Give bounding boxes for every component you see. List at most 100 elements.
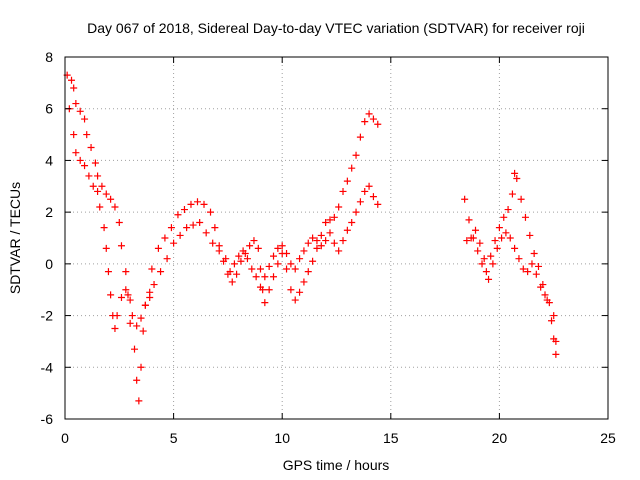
data-point [189, 221, 197, 229]
y-tick-label: 6 [45, 101, 53, 117]
data-point [511, 169, 519, 177]
data-point [176, 231, 184, 239]
data-point [511, 244, 519, 252]
data-point [256, 283, 264, 291]
data-point [126, 319, 134, 327]
data-point [126, 296, 134, 304]
data-point [85, 172, 93, 180]
plot-frame [64, 56, 609, 420]
chart-title: Day 067 of 2018, Sidereal Day-to-day VTE… [87, 20, 585, 36]
data-point [508, 190, 516, 198]
data-point [480, 255, 488, 263]
data-point [161, 234, 169, 242]
data-point [254, 244, 262, 252]
data-point [94, 187, 102, 195]
data-point [76, 156, 84, 164]
x-tick-label: 15 [383, 430, 399, 446]
data-point [521, 213, 529, 221]
data-point [207, 208, 215, 216]
data-point [72, 149, 80, 157]
data-point [122, 286, 130, 294]
y-axis-label: SDTVAR / TECUs [7, 182, 23, 294]
data-point [369, 193, 377, 201]
x-tick-label: 20 [492, 430, 508, 446]
y-tick-label: 8 [45, 49, 53, 65]
data-point [237, 257, 245, 265]
data-point [70, 131, 78, 139]
data-point [256, 265, 264, 273]
data-point [545, 299, 553, 307]
data-point [291, 265, 299, 273]
data-point [72, 100, 80, 108]
x-tick-label: 5 [170, 430, 178, 446]
data-point [374, 200, 382, 208]
data-point [230, 260, 238, 268]
data-point [228, 278, 236, 286]
y-tick-label: 2 [45, 204, 53, 220]
data-point [552, 337, 560, 345]
data-point [348, 218, 356, 226]
data-point [330, 213, 338, 221]
data-point [215, 247, 223, 255]
data-point [352, 151, 360, 159]
data-point [478, 260, 486, 268]
data-point [309, 234, 317, 242]
data-point [128, 312, 136, 320]
data-point [139, 327, 147, 335]
data-point [361, 187, 369, 195]
data-point [476, 239, 484, 247]
data-point [502, 229, 510, 237]
data-point [252, 273, 260, 281]
data-point [233, 270, 241, 278]
data-point [193, 198, 201, 206]
data-point [137, 314, 145, 322]
data-point [504, 206, 512, 214]
x-tick-label: 0 [61, 430, 69, 446]
data-point [322, 237, 330, 245]
data-point [115, 218, 123, 226]
data-point [102, 244, 110, 252]
data-point [135, 397, 143, 405]
data-point [513, 175, 521, 183]
data-point [81, 162, 89, 170]
data-point [104, 268, 112, 276]
data-point [76, 107, 84, 115]
data-point [300, 278, 308, 286]
data-point [265, 286, 273, 294]
data-point [287, 286, 295, 294]
data-point [343, 177, 351, 185]
data-point [487, 252, 495, 260]
data-point [274, 260, 282, 268]
data-point [167, 224, 175, 232]
data-point [304, 239, 312, 247]
data-point [183, 224, 191, 232]
data-point [131, 345, 139, 353]
data-point [489, 260, 497, 268]
data-point [265, 262, 273, 270]
data-point [81, 115, 89, 123]
data-point [500, 213, 508, 221]
data-point [491, 237, 499, 245]
data-point [313, 237, 321, 245]
grid [65, 57, 608, 419]
data-point [146, 293, 154, 301]
data-point [369, 115, 377, 123]
data-point [300, 247, 308, 255]
data-point [485, 275, 493, 283]
data-point [196, 218, 204, 226]
data-point [261, 273, 269, 281]
data-point [532, 270, 540, 278]
data-point [96, 203, 104, 211]
data-point [209, 239, 217, 247]
data-point [506, 234, 514, 242]
y-tick-label: -2 [41, 308, 54, 324]
data-point [94, 172, 102, 180]
data-point [322, 218, 330, 226]
data-point [361, 118, 369, 126]
data-point [356, 133, 364, 141]
data-point [83, 131, 91, 139]
data-point [309, 257, 317, 265]
data-point [330, 239, 338, 247]
data-point [111, 325, 119, 332]
data-point [304, 268, 312, 276]
